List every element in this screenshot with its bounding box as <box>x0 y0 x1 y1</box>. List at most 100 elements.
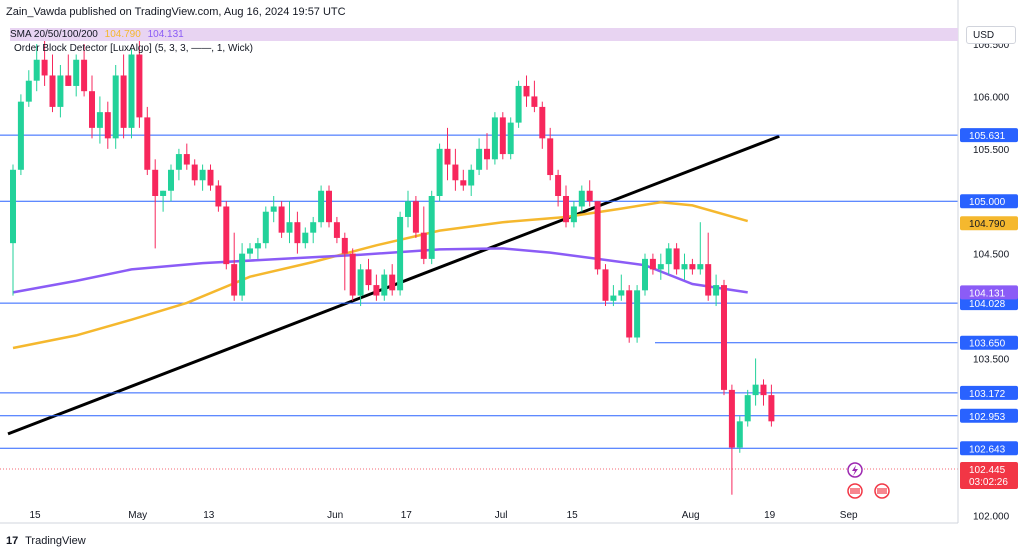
level-tag-label: 102.643 <box>969 444 1006 455</box>
candle-body <box>278 206 285 233</box>
candle-body <box>444 148 451 165</box>
candle-body <box>349 253 356 296</box>
candle-body <box>721 285 727 390</box>
candle-body <box>183 154 190 165</box>
candle-body <box>247 248 253 254</box>
countdown-label: 03:02:26 <box>969 477 1008 488</box>
candle-body <box>507 122 514 155</box>
candle-body <box>570 206 577 223</box>
candle-body <box>294 222 301 244</box>
candle-body <box>713 285 720 296</box>
candle-body <box>610 295 617 301</box>
candle-body <box>120 75 127 128</box>
price-axis-ticks: 106.500 106.000 105.500 104.500 103.500 102.0… <box>973 40 1010 523</box>
candle-body <box>381 274 388 296</box>
candle-body <box>634 290 641 338</box>
candle-body <box>752 384 759 396</box>
level-tag-label: 104.028 <box>969 299 1006 310</box>
candle-body <box>25 80 32 102</box>
candle-body <box>405 201 411 217</box>
candle-body <box>460 180 467 186</box>
candle-body <box>144 117 151 170</box>
candle-body <box>420 232 427 259</box>
x-tick-label: May <box>128 510 147 521</box>
candle-body <box>112 75 119 139</box>
sma-tag-label: 104.790 <box>969 219 1006 230</box>
candle-body <box>286 222 293 233</box>
candle-body <box>389 274 396 291</box>
x-tick-label: Sep <box>840 510 858 521</box>
plot-background <box>0 0 958 523</box>
candle-body <box>563 195 569 223</box>
candle-body <box>175 154 182 170</box>
candle-body <box>626 290 633 338</box>
candle-body <box>602 269 609 301</box>
candle-body <box>207 169 214 186</box>
level-tag-box <box>960 385 1018 400</box>
y-tick-label: 104.500 <box>973 250 1010 261</box>
sma-legend[interactable]: SMA 20/50/100/200 104.790 104.131 <box>10 28 958 41</box>
candle-body <box>373 285 380 296</box>
candle-body <box>515 85 522 123</box>
sma-orange-line <box>12 201 749 350</box>
candle-body <box>649 258 656 270</box>
level-tag-label: 103.650 <box>969 339 1006 350</box>
candle-body <box>468 169 475 186</box>
candle-body <box>341 237 348 254</box>
candle-body <box>578 190 585 207</box>
candle-body <box>689 264 696 270</box>
candle-body <box>760 384 767 396</box>
us-flag-stripes <box>877 488 887 494</box>
x-tick-label: 19 <box>764 510 776 521</box>
candle-body <box>152 169 159 196</box>
candle-body <box>452 164 459 181</box>
candle-body <box>642 258 648 291</box>
us-flag-stripes <box>850 488 860 494</box>
x-tick-label: 13 <box>203 510 215 521</box>
price-tags: 105.631 105.000 104.028 103.650 103.172 102.9… <box>960 128 1018 490</box>
footer-brand[interactable]: 17 TradingView <box>6 535 86 547</box>
candle-body <box>270 206 277 212</box>
published-caption: Zain_Vawda published on TradingView.com,… <box>6 6 346 18</box>
candle-body <box>476 148 483 170</box>
candle-body <box>136 54 143 118</box>
candle-body <box>231 264 238 296</box>
level-tag-box <box>960 194 1018 209</box>
candle-body <box>89 91 95 128</box>
sma-tag-label: 104.131 <box>969 288 1006 299</box>
candle-body <box>254 243 261 249</box>
x-tick-label: Aug <box>682 510 700 521</box>
last-price-tag-box <box>960 462 1018 490</box>
candle-body <box>357 269 364 296</box>
sma-legend-value-purple: 104.131 <box>147 29 184 40</box>
y-tick-label: 105.500 <box>973 145 1010 156</box>
candle-body <box>484 148 490 160</box>
candle-body <box>681 264 688 270</box>
order-block-legend[interactable]: Order Block Detector [LuxAlgo] (5, 3, 3,… <box>14 43 253 54</box>
candle-body <box>215 185 222 207</box>
lightning-icon-glyph <box>852 465 858 476</box>
candle-body <box>736 421 743 448</box>
candle-body <box>531 96 538 107</box>
currency-selector[interactable]: USD <box>966 26 1016 44</box>
candle-body <box>618 290 625 296</box>
y-tick-label: 106.000 <box>973 92 1010 103</box>
candle-body <box>665 248 672 265</box>
candle-body <box>65 75 72 86</box>
candle-body <box>49 75 56 107</box>
sma-legend-value-orange: 104.790 <box>104 29 141 40</box>
candle-body <box>547 138 554 176</box>
candle-body <box>657 264 664 270</box>
level-tag-box <box>960 296 1018 311</box>
candle-body <box>491 117 498 160</box>
candle-body <box>33 59 40 81</box>
candle-body <box>191 164 198 181</box>
candle-body <box>594 201 601 270</box>
level-lines <box>0 134 958 470</box>
candle-body <box>168 169 174 191</box>
candle-body <box>499 117 506 155</box>
level-tag-box <box>960 441 1018 456</box>
candle-body <box>199 169 206 181</box>
sma-tag-box <box>960 285 1018 300</box>
